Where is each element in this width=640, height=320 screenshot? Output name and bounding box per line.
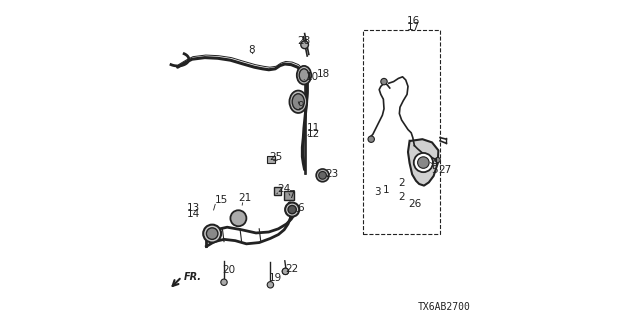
- Circle shape: [316, 169, 329, 182]
- Ellipse shape: [289, 91, 307, 113]
- Circle shape: [285, 203, 300, 217]
- Circle shape: [282, 268, 289, 275]
- Text: 13: 13: [187, 203, 200, 213]
- Circle shape: [381, 78, 387, 85]
- Circle shape: [268, 282, 274, 288]
- Text: 5: 5: [431, 164, 438, 175]
- Text: 9: 9: [298, 100, 304, 111]
- Bar: [364, 30, 440, 234]
- Circle shape: [221, 279, 227, 285]
- Text: 21: 21: [239, 193, 252, 204]
- Ellipse shape: [297, 66, 311, 84]
- Text: 2: 2: [398, 192, 405, 202]
- Text: 19: 19: [269, 273, 282, 283]
- Text: 25: 25: [269, 152, 282, 162]
- Text: 23: 23: [325, 169, 338, 180]
- Circle shape: [204, 225, 221, 243]
- Circle shape: [414, 153, 433, 172]
- Circle shape: [282, 268, 289, 275]
- Text: 6: 6: [298, 203, 304, 213]
- Text: 15: 15: [214, 195, 228, 205]
- Text: 11: 11: [307, 123, 321, 133]
- Text: FR.: FR.: [184, 272, 202, 282]
- Text: 28: 28: [298, 36, 311, 46]
- Text: 16: 16: [406, 16, 420, 26]
- Bar: [267, 156, 275, 163]
- Text: 27: 27: [438, 164, 452, 175]
- Text: 8: 8: [248, 44, 255, 55]
- Text: TX6AB2700: TX6AB2700: [417, 302, 470, 312]
- Ellipse shape: [300, 69, 309, 82]
- Circle shape: [368, 136, 374, 142]
- Circle shape: [418, 157, 429, 168]
- Text: 7: 7: [288, 190, 294, 200]
- Text: 1: 1: [383, 185, 389, 196]
- Circle shape: [435, 157, 440, 163]
- Ellipse shape: [292, 94, 305, 110]
- Bar: [284, 191, 294, 200]
- Text: 17: 17: [406, 22, 420, 32]
- Circle shape: [206, 228, 218, 239]
- Text: 22: 22: [285, 264, 298, 274]
- Text: 2: 2: [398, 178, 405, 188]
- Circle shape: [288, 205, 296, 214]
- Text: 4: 4: [431, 158, 438, 168]
- Text: 14: 14: [187, 209, 200, 220]
- Text: 12: 12: [307, 129, 321, 140]
- Circle shape: [319, 172, 326, 179]
- Text: 3: 3: [374, 187, 380, 197]
- Circle shape: [230, 210, 246, 226]
- Text: 18: 18: [317, 68, 330, 79]
- Text: 20: 20: [223, 265, 236, 276]
- Bar: [274, 187, 281, 195]
- Polygon shape: [408, 139, 438, 186]
- Circle shape: [301, 41, 308, 49]
- Text: 24: 24: [277, 184, 290, 194]
- Text: 26: 26: [408, 199, 421, 209]
- Text: 10: 10: [306, 72, 319, 82]
